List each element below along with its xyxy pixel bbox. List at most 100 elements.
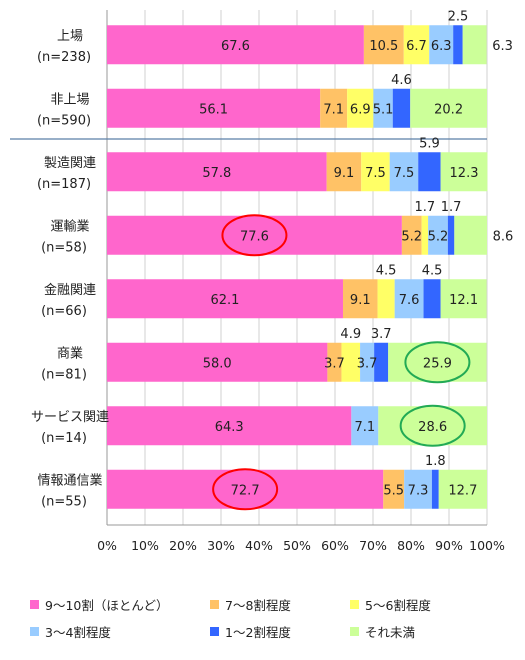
x-tick-label: 30% [207,538,235,553]
bar-segment [361,152,390,192]
bar-segment [423,279,441,319]
bar-segment [440,279,487,319]
legend-swatch [350,627,359,636]
bar-segment [373,88,393,128]
bar-segment [360,342,375,382]
category-label: 製造関連 [44,156,96,171]
data-label: 2.5 [448,9,469,24]
bar-segment [363,25,404,65]
category-n-label: (n=81) [41,367,87,382]
category-label: 金融関連 [44,282,96,298]
bar-segment [377,279,395,319]
bar-segment [107,25,364,65]
bar-segment [327,342,342,382]
data-label: 6.7 [406,39,427,54]
category-n-label: (n=66) [41,304,87,319]
legend-label: 1～2割程度 [225,625,291,640]
data-label: 4.6 [391,73,412,88]
bar-segment [421,215,429,255]
bar-segment [347,88,374,128]
stacked-bar-chart: 0% 10% 20% 30% 40% 50% 60% 70% 80% 90% 100% 上場 (n=23… [10,9,514,553]
bar-segment [351,406,379,446]
legend-swatch [350,600,359,609]
highlight-circle [404,341,471,384]
data-label: 5.1 [373,102,394,117]
data-label: 3.7 [324,356,345,371]
data-label: 7.1 [354,420,375,435]
data-label: 5.2 [401,229,422,244]
bar-segment [107,279,343,319]
bar-segment [326,152,362,192]
bar-segment [107,469,384,509]
legend-label: それ未満 [365,625,416,640]
category-n-label: (n=14) [41,431,87,446]
data-label: 8.6 [493,229,514,244]
bar-segment [462,25,487,65]
legend-swatch [210,600,219,609]
bar-segment [431,469,439,509]
bar-segment [440,152,488,192]
data-label: 12.3 [450,166,479,181]
x-tick-label: 70% [359,538,387,553]
bar-segment [418,152,441,192]
x-tick-label: 90% [435,538,463,553]
legend-label: 7～8割程度 [225,598,291,613]
data-label: 1.8 [425,454,446,469]
data-label: 4.5 [422,263,443,278]
bar-segment [453,25,463,65]
data-label: 67.6 [221,39,250,54]
data-label: 25.9 [423,356,452,371]
bar-segment [403,25,430,65]
category-label: 商業 [57,345,83,361]
legend-swatch [210,627,219,636]
bar-segment [342,279,378,319]
bar-segment [107,88,321,128]
bar-segment [401,215,422,255]
data-label: 72.7 [231,483,260,498]
data-label: 7.6 [399,293,420,308]
category-label: 上場 [57,29,83,44]
data-label: 58.0 [203,356,232,371]
data-label: 7.5 [365,166,386,181]
bar-segment [429,25,454,65]
legend-swatch [30,600,39,609]
category-label: 情報通信業 [37,472,102,488]
bar-segment [378,406,487,446]
data-label: 28.6 [418,420,447,435]
data-label: 62.1 [211,293,240,308]
data-label: 4.5 [376,263,397,278]
x-tick-label: 40% [245,538,273,553]
data-label: 1.7 [415,200,436,215]
bar-segment [341,342,361,382]
highlight-circle [221,214,288,257]
legend-item: 7～8割程度 [210,595,291,614]
data-label: 5.5 [383,483,404,498]
data-label: 6.3 [431,39,452,54]
legend-item: 9～10割（ほとんど） [30,595,168,614]
category-n-label: (n=58) [41,240,87,255]
data-label: 7.1 [323,102,344,117]
bar-segment [320,88,348,128]
x-tick-label: 100% [469,538,505,553]
data-label: 4.9 [340,327,361,342]
data-label: 77.6 [240,229,269,244]
data-label: 10.5 [369,39,398,54]
x-tick-label: 20% [169,538,197,553]
category-n-label: (n=55) [41,494,87,509]
data-label: 9.1 [334,166,355,181]
category-n-label: (n=238) [37,50,91,65]
legend-label: 9～10割（ほとんど） [45,598,169,613]
bar-segment [447,215,455,255]
x-tick-label: 50% [283,538,311,553]
x-tick-label: 10% [131,538,159,553]
x-tick-label: 0% [97,538,117,553]
category-label: 非上場 [50,92,89,107]
bar-segment [392,88,411,128]
data-label: 56.1 [199,102,228,117]
category-n-label: (n=187) [37,177,91,192]
bar-segment [107,152,327,192]
data-label: 6.9 [350,102,371,117]
data-label: 9.1 [350,293,371,308]
data-label: 64.3 [215,420,244,435]
